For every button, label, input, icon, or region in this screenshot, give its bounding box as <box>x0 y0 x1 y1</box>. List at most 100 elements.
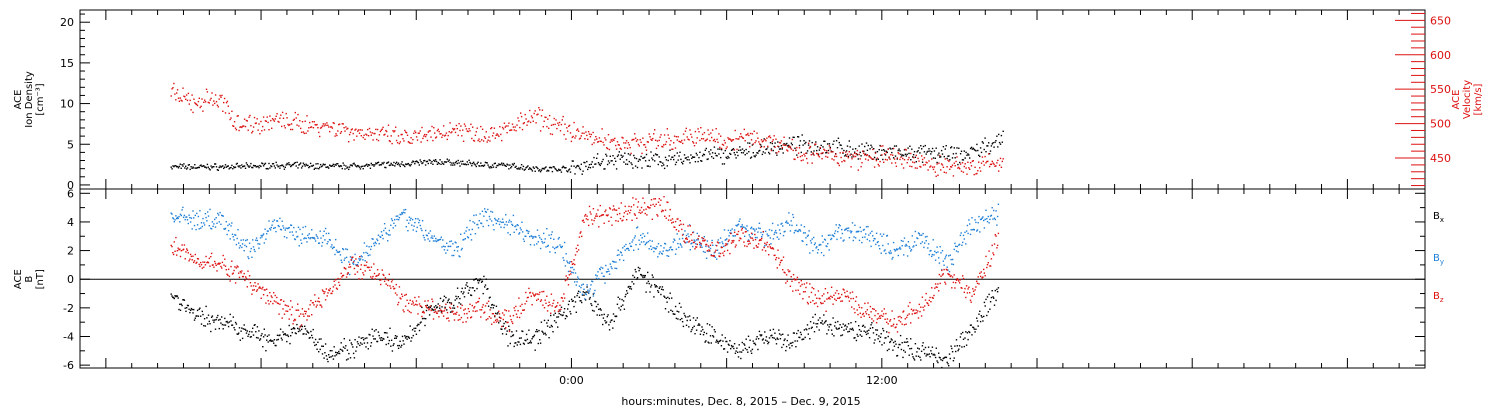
bx-point <box>362 337 364 339</box>
by-point <box>639 243 641 246</box>
velocity-point <box>258 123 260 125</box>
by-point <box>746 225 748 227</box>
by-point <box>432 237 434 239</box>
by-point <box>331 244 333 246</box>
density-point <box>568 169 570 171</box>
velocity-point <box>506 132 508 134</box>
density-point <box>424 159 426 162</box>
density-point <box>408 164 410 166</box>
velocity-point <box>373 132 375 135</box>
density-point <box>999 143 1002 145</box>
velocity-point <box>819 147 821 149</box>
by-point <box>685 234 688 237</box>
velocity-point <box>548 114 551 117</box>
by-point <box>498 218 500 220</box>
by-point <box>486 219 488 222</box>
density-point <box>666 165 668 167</box>
bx-point <box>906 338 908 340</box>
by-point <box>954 242 956 245</box>
bz-point <box>297 309 300 311</box>
bx-point <box>284 333 286 335</box>
bx-point <box>383 332 386 334</box>
velocity-point <box>188 103 190 105</box>
bx-point <box>618 307 620 309</box>
density-point <box>931 147 934 150</box>
velocity-point <box>720 147 723 150</box>
velocity-point <box>426 139 429 142</box>
velocity-point <box>290 123 293 125</box>
density-point <box>590 163 592 165</box>
velocity-point <box>878 165 880 167</box>
velocity-point <box>209 99 211 101</box>
velocity-point <box>548 127 550 129</box>
bx-point <box>945 356 948 359</box>
by-point <box>849 230 851 232</box>
density-point <box>686 159 688 161</box>
by-point <box>854 237 857 239</box>
density-point <box>356 166 358 168</box>
bx-point <box>312 328 314 331</box>
bx-point <box>785 349 787 352</box>
by-point <box>641 237 643 239</box>
density-point <box>325 166 327 168</box>
bx-point <box>335 354 338 356</box>
bx-point <box>473 279 475 281</box>
by-point <box>580 286 582 289</box>
bz-point <box>188 260 190 262</box>
velocity-point <box>772 139 774 141</box>
bx-point <box>442 299 445 301</box>
by-point <box>631 241 633 243</box>
bz-point <box>592 208 595 210</box>
density-point <box>517 168 519 170</box>
by-point <box>969 233 972 236</box>
velocity-point <box>880 145 882 147</box>
bx-point <box>841 334 844 336</box>
density-point <box>360 166 362 168</box>
by-point <box>648 248 650 250</box>
by-point <box>521 221 523 223</box>
velocity-point <box>193 98 195 100</box>
bx-point <box>816 323 819 325</box>
bx-point <box>827 329 830 331</box>
bx-point <box>379 337 381 339</box>
velocity-point <box>859 158 861 160</box>
density-point <box>210 165 212 167</box>
by-point <box>576 281 578 283</box>
bz-point <box>398 286 401 288</box>
bz-point <box>305 310 307 313</box>
bx-point <box>809 321 812 323</box>
by-point <box>191 228 193 230</box>
density-point <box>216 169 219 171</box>
by-point <box>414 221 416 224</box>
velocity-point <box>876 157 879 159</box>
bx-point <box>387 342 390 345</box>
density-point <box>344 168 346 170</box>
bx-point <box>905 341 907 343</box>
by-point <box>544 238 546 240</box>
by-point <box>774 231 776 234</box>
bz-point <box>194 253 196 256</box>
bz-point <box>683 240 685 242</box>
velocity-point <box>663 134 666 136</box>
bx-point <box>712 335 714 337</box>
velocity-point <box>932 168 935 171</box>
bx-point <box>550 314 552 317</box>
density-point <box>920 145 922 147</box>
density-point <box>374 164 376 166</box>
density-point <box>732 148 735 150</box>
bx-point <box>190 307 193 310</box>
velocity-point <box>219 94 221 97</box>
by-point <box>775 229 777 232</box>
by-point <box>321 241 324 244</box>
bz-point <box>695 246 697 248</box>
bz-point <box>664 209 667 211</box>
density-point <box>785 143 787 145</box>
bx-point <box>469 287 471 289</box>
bx-point <box>611 319 613 321</box>
bz-point <box>622 215 625 218</box>
by-point <box>436 239 439 241</box>
bz-point <box>661 209 664 211</box>
bx-point <box>292 327 294 330</box>
velocity-point <box>651 139 653 141</box>
by-point <box>525 235 527 238</box>
